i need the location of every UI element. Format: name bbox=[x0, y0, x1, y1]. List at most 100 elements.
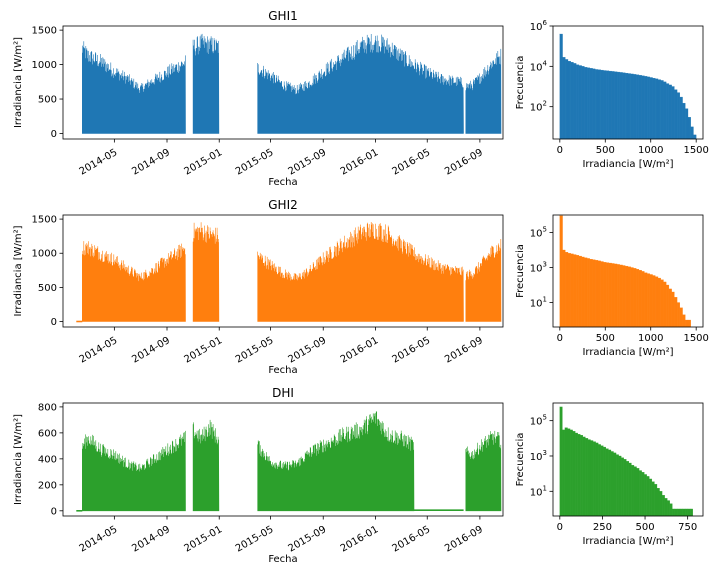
histogram-bar bbox=[595, 69, 599, 140]
chart-title: DHI bbox=[272, 386, 294, 400]
x-axis-label: Irradiancia [W/m²] bbox=[582, 347, 673, 358]
histogram-bar bbox=[679, 96, 683, 140]
histogram-bar bbox=[628, 462, 632, 517]
histogram-bar bbox=[621, 457, 624, 517]
x-tick-label: 500 bbox=[596, 333, 615, 344]
histogram-bar bbox=[655, 276, 659, 328]
y-tick-label: 400 bbox=[38, 454, 57, 465]
timeseries-panel-3: 0 200 400 600 800 2014-05 2014-09 2015-01 2015-0… bbox=[13, 386, 504, 565]
histogram-bar bbox=[595, 260, 599, 328]
y-tick-label: 101 bbox=[530, 484, 547, 498]
histogram-bar bbox=[649, 77, 653, 140]
x-tick-label: 0 bbox=[557, 333, 563, 344]
histogram-bar bbox=[562, 57, 566, 140]
histogram-bar bbox=[581, 66, 585, 140]
plot-frame bbox=[552, 25, 704, 140]
histogram-bar bbox=[646, 476, 650, 517]
histogram-bar bbox=[600, 261, 604, 328]
histogram-bar bbox=[667, 500, 670, 517]
histogram-bar bbox=[597, 69, 601, 140]
histogram-bar bbox=[573, 254, 577, 328]
histogram-bar bbox=[572, 431, 576, 517]
histogram-bar bbox=[687, 117, 691, 140]
histogram-bar bbox=[674, 297, 678, 328]
x-tick-label: 2015-01 bbox=[183, 524, 225, 554]
x-tick-label: 2015-09 bbox=[287, 147, 329, 177]
x-tick-label: 750 bbox=[678, 522, 697, 533]
histogram-bar bbox=[592, 68, 596, 140]
y-tick-exponent: 5 bbox=[543, 414, 547, 422]
histogram-bar bbox=[622, 265, 626, 328]
histogram-bar bbox=[682, 102, 686, 140]
series-segment-4 bbox=[257, 221, 464, 322]
y-tick-label: 800 bbox=[38, 402, 57, 413]
histogram-bar bbox=[567, 428, 571, 517]
y-tick-label: 105 bbox=[530, 414, 547, 428]
y-tick-label: 1500 bbox=[32, 26, 57, 37]
histogram-bar bbox=[644, 474, 647, 517]
x-tick-label: 2016-01 bbox=[339, 147, 381, 177]
histogram-bar bbox=[652, 275, 656, 328]
histogram-bar bbox=[598, 444, 601, 517]
histogram-bar bbox=[562, 429, 566, 517]
plot-frame bbox=[552, 214, 704, 328]
histogram-bar bbox=[625, 72, 629, 140]
histogram-bar bbox=[606, 70, 610, 140]
histogram-bar bbox=[659, 491, 663, 517]
histogram-bar bbox=[605, 448, 609, 517]
x-axis-label: Irradiancia [W/m²] bbox=[582, 159, 673, 170]
y-axis-label: Frecuencia bbox=[515, 56, 526, 110]
histogram-bar bbox=[685, 108, 689, 140]
histogram-bar bbox=[608, 262, 612, 328]
histogram-bar bbox=[565, 59, 569, 140]
x-tick-label: 2014-09 bbox=[130, 335, 172, 365]
histogram-bar bbox=[633, 74, 637, 140]
histogram-bar bbox=[603, 262, 607, 328]
x-axis-label: Fecha bbox=[268, 554, 297, 565]
histogram-bar bbox=[630, 267, 634, 328]
x-tick-label: 1000 bbox=[638, 145, 663, 156]
histogram-bar bbox=[664, 498, 668, 517]
x-tick-label: 2015-01 bbox=[183, 147, 225, 177]
y-axis-label: Frecuencia bbox=[515, 244, 526, 298]
histogram-bar bbox=[611, 263, 615, 328]
x-tick-label: 2016-09 bbox=[443, 335, 485, 365]
histogram-bar bbox=[559, 406, 563, 517]
x-tick-label: 2016-01 bbox=[339, 524, 381, 554]
y-tick-base: 10 bbox=[530, 264, 543, 275]
histogram-bar bbox=[570, 253, 574, 328]
histogram-bar bbox=[641, 271, 645, 328]
histogram-bar bbox=[687, 319, 691, 328]
histogram-bar bbox=[577, 434, 581, 517]
histogram-bar bbox=[682, 314, 686, 328]
y-tick-label: 101 bbox=[530, 296, 547, 310]
x-tick-label: 2015-05 bbox=[234, 524, 276, 554]
y-axis-label: Irradiancia [W/m²] bbox=[13, 225, 24, 316]
y-axis-label: Irradiancia [W/m²] bbox=[13, 414, 24, 505]
series-segment-2 bbox=[82, 430, 186, 512]
y-tick-base: 10 bbox=[530, 417, 543, 428]
histogram-bar bbox=[684, 508, 688, 517]
y-tick-exponent: 3 bbox=[543, 261, 547, 269]
histogram-bar bbox=[576, 64, 580, 140]
x-tick-label: 2016-05 bbox=[391, 524, 433, 554]
histogram-bar bbox=[679, 508, 683, 517]
series-segment-2 bbox=[192, 33, 220, 134]
x-tick-label: 1500 bbox=[683, 333, 708, 344]
histogram-bar bbox=[570, 62, 574, 140]
y-tick-label: 1500 bbox=[32, 215, 57, 226]
histogram-bar bbox=[610, 451, 614, 517]
x-tick-label: 2015-05 bbox=[234, 335, 276, 365]
histogram-bar bbox=[649, 274, 653, 328]
x-tick-label: 2015-01 bbox=[183, 335, 225, 365]
histogram-bar bbox=[630, 73, 634, 140]
histogram-bar bbox=[638, 470, 642, 517]
histogram-bar bbox=[608, 70, 612, 140]
x-tick-label: 0 bbox=[557, 145, 563, 156]
x-tick-label: 2016-09 bbox=[443, 524, 485, 554]
histogram-bar bbox=[619, 264, 623, 328]
plot-frame bbox=[62, 25, 504, 140]
histogram-bar bbox=[638, 270, 642, 328]
